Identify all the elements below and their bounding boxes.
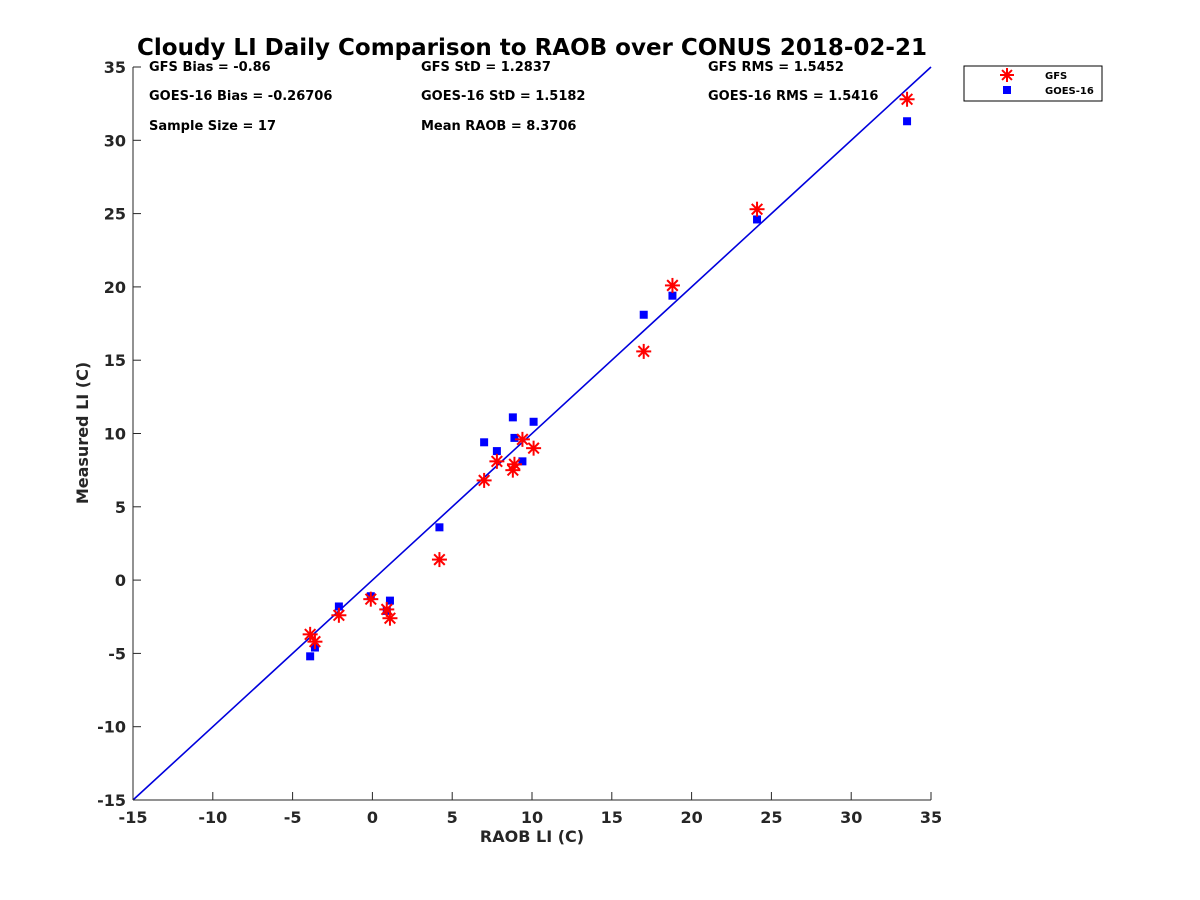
gfs-point [899,91,915,107]
y-tick-label: 35 [104,58,126,77]
gfs-point [749,201,765,217]
goes16-point [435,523,444,532]
stat-annotation: GFS RMS = 1.5452 [708,60,844,75]
goes16-point [753,215,762,224]
y-tick-label: 10 [104,425,126,444]
x-tick-label: 30 [840,808,862,827]
y-tick-label: -5 [108,644,126,663]
legend-goes-marker [1003,86,1011,94]
y-tick-label: -15 [97,791,126,810]
statistics-annotations: GFS Bias = -0.86 GFS StD = 1.2837 GFS RMS … [149,60,878,134]
x-tick-label: 15 [601,808,623,827]
goes16-point [508,413,517,422]
legend-box [963,65,1103,102]
legend-gfs-marker [1000,68,1014,82]
y-axis-label: Measured LI (C) [73,362,92,504]
legend-gfs-asterisk [1000,68,1014,82]
gfs-point [664,277,680,293]
x-tick-label: 10 [521,808,543,827]
goes16-point [306,652,315,661]
stat-annotation: GOES-16 RMS = 1.5416 [708,89,878,104]
x-tick-label: 20 [680,808,702,827]
gfs-point [489,453,505,469]
x-axis: -15 -10 -5 0 5 10 15 20 25 30 35 [119,792,942,827]
gfs-point [331,607,347,623]
goes16-point [903,117,912,126]
legend-gfs-label: GFS [1045,71,1067,82]
chart-title: Cloudy LI Daily Comparison to RAOB over … [137,35,927,61]
x-axis-label: RAOB LI (C) [480,827,584,846]
gfs-point [382,610,398,626]
y-tick-label: 5 [115,498,126,517]
stat-annotation: Mean RAOB = 8.3706 [421,119,576,134]
y-axis: -15 -10 -5 0 5 10 15 20 25 30 35 [97,58,141,810]
y-tick-label: 30 [104,131,126,150]
gfs-point [514,431,530,447]
gfs-point [506,456,522,472]
goes16-point [480,438,489,447]
y-tick-label: 15 [104,351,126,370]
goes16-point [385,596,394,605]
goes16-point [529,417,538,426]
stat-annotation: GOES-16 StD = 1.5182 [421,89,585,104]
goes16-point [334,602,343,611]
gfs-point [636,343,652,359]
y-tick-label: 25 [104,205,126,224]
gfs-point [526,440,542,456]
gfs-point [363,591,379,607]
gfs-point [307,634,323,650]
x-tick-label: 5 [447,808,458,827]
y-tick-label: -10 [97,718,126,737]
y-tick-label: 0 [115,571,126,590]
one-to-one-line-layer [132,66,932,801]
gfs-point [431,552,447,568]
x-tick-label: 35 [920,808,942,827]
stat-annotation: GFS StD = 1.2837 [421,60,551,75]
legend: GFS GOES-16 [963,65,1103,102]
one-to-one-line [132,66,932,801]
goes16-point [518,457,527,466]
stat-annotation: Sample Size = 17 [149,119,276,134]
x-tick-label: -15 [119,808,148,827]
stat-annotation: GFS Bias = -0.86 [149,60,271,75]
stat-annotation: GOES-16 Bias = -0.26706 [149,89,332,104]
goes16-point [510,433,519,442]
goes16-point [668,291,677,300]
x-tick-label: 0 [367,808,378,827]
y-tick-label: 20 [104,278,126,297]
gfs-point [476,472,492,488]
legend-goes-label: GOES-16 [1045,86,1094,97]
x-tick-label: 25 [760,808,782,827]
goes16-point [639,310,648,319]
x-tick-label: -10 [198,808,227,827]
x-tick-label: -5 [284,808,302,827]
data-points-layer [302,91,915,661]
goes16-point [492,447,501,456]
